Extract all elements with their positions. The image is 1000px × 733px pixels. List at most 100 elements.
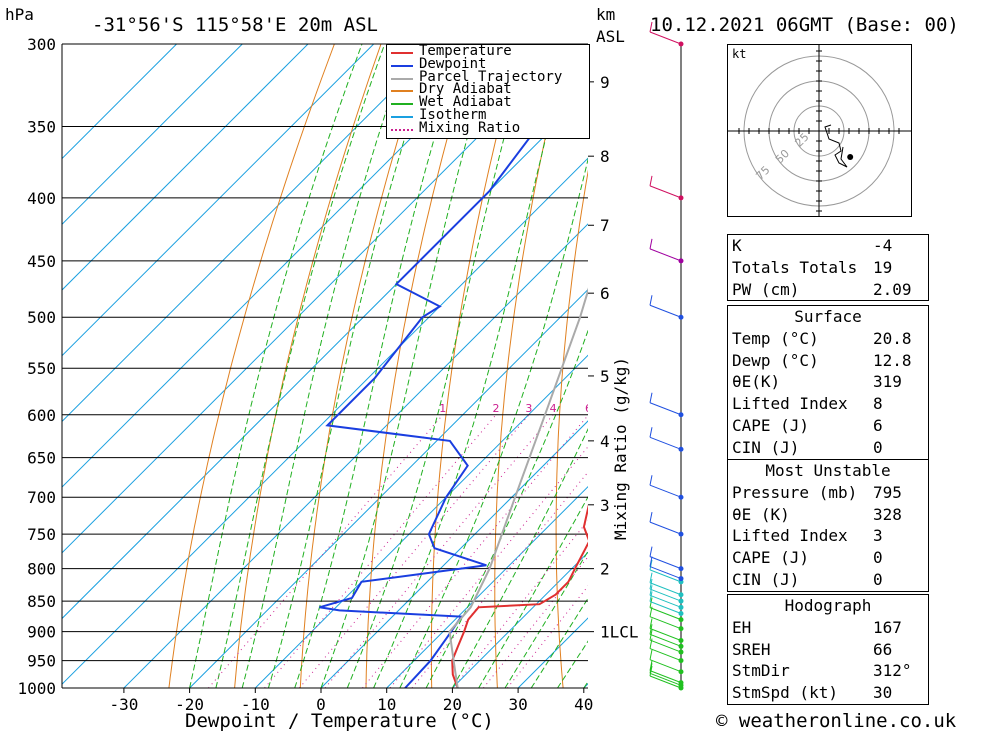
hodograph-ring-label: 50 xyxy=(773,147,792,166)
x-tick-label: -10 xyxy=(241,695,270,714)
most-unstable-title: Most Unstable xyxy=(765,461,891,480)
index-value: 2.09 xyxy=(873,279,912,299)
axes: -30 -20 -10 0 10 20 30 40 9 8 7 6 5 4 3 2 1LCL xyxy=(61,44,639,714)
surface-value: 12.8 xyxy=(873,350,912,370)
legend-item: Dry Adiabat xyxy=(391,81,587,97)
isotherm-line xyxy=(62,44,506,488)
isotherm-line xyxy=(123,223,588,688)
wind-barb-flag xyxy=(649,175,653,186)
wet-adiabat xyxy=(504,550,588,688)
km-tick-label: 3 xyxy=(600,496,610,515)
wind-barb xyxy=(649,569,682,583)
x-axis-label: Dewpoint / Temperature (°C) xyxy=(185,710,494,732)
legend-swatch xyxy=(391,116,413,118)
legend-label: Temperature xyxy=(419,43,512,59)
isotherm-line xyxy=(62,44,177,160)
surface-value: 319 xyxy=(873,372,902,392)
km-tick-label: 1LCL xyxy=(600,623,639,642)
mu-row: Pressure (mb) 795 xyxy=(728,482,928,504)
legend-swatch xyxy=(391,52,413,54)
indices-table: K -4 Totals Totals 19 PW (cm) 2.09 xyxy=(727,234,929,302)
mu-row: Lifted Index 3 xyxy=(728,525,928,547)
wet-adiabat xyxy=(399,157,588,688)
legend-item: Parcel Trajectory xyxy=(391,68,587,85)
wind-barb xyxy=(649,633,682,647)
wind-barb xyxy=(649,601,682,614)
wind-barb xyxy=(649,304,682,318)
surface-key: θE(K) xyxy=(732,372,781,392)
mixing-ratio-value: 10 xyxy=(628,402,642,415)
wind-barb-flag xyxy=(649,578,653,590)
wind-barb xyxy=(649,185,682,199)
wind-barb xyxy=(649,672,682,686)
wind-barb-flag xyxy=(649,572,653,583)
mixing-ratio-line xyxy=(483,556,588,688)
legend-item: Isotherm xyxy=(391,107,587,123)
x-tick-label: 0 xyxy=(316,695,326,714)
surface-row: Dewp (°C) 12.8 xyxy=(728,350,928,372)
legend-swatch xyxy=(391,103,413,106)
wind-barb-flag xyxy=(649,21,653,33)
wind-barb xyxy=(649,31,682,45)
surface-value: 8 xyxy=(873,394,883,414)
hodo-value: 66 xyxy=(873,639,893,659)
mu-row: θE (K) 328 xyxy=(728,504,928,526)
wet-adiabat xyxy=(294,44,464,688)
mixing-ratio-axis-label: Mixing Ratio (g/kg) xyxy=(611,356,630,540)
pressure-label: 450 xyxy=(27,252,56,271)
mu-value: 795 xyxy=(873,482,902,502)
hodograph-trace xyxy=(824,124,848,168)
index-row: Totals Totals 19 xyxy=(728,257,928,279)
pressure-unit: hPa xyxy=(5,5,34,24)
dry-adiabat xyxy=(673,44,707,688)
x-tick-label: -20 xyxy=(175,695,204,714)
x-tick-label: -30 xyxy=(109,695,138,714)
hodo-key: StmDir xyxy=(732,661,790,681)
wind-barb xyxy=(649,670,682,684)
datetime-title: 10.12.2021 06GMT (Base: 00) xyxy=(650,14,959,36)
isotherm-line xyxy=(62,44,309,291)
mu-key: CAPE (J) xyxy=(732,548,810,568)
wind-barb xyxy=(649,659,682,673)
isotherm-line xyxy=(62,44,572,554)
hodo-value: 30 xyxy=(873,683,893,703)
profile-curves xyxy=(319,46,588,688)
legend-label: Parcel Trajectory xyxy=(419,68,563,85)
wind-barb xyxy=(649,248,682,262)
pressure-label: 900 xyxy=(27,623,56,642)
pressure-label: 600 xyxy=(27,406,56,425)
wind-barb-flag xyxy=(649,597,653,608)
mu-key: θE (K) xyxy=(732,504,790,524)
pressure-label: 750 xyxy=(27,525,56,544)
km-tick-label: 9 xyxy=(600,73,610,92)
legend-label: Wet Adiabat xyxy=(419,94,512,111)
pressure-label: 1000 xyxy=(17,679,56,698)
km-tick-label: 4 xyxy=(600,432,610,451)
legend-item: Mixing Ratio xyxy=(391,120,587,136)
surface-key: Lifted Index xyxy=(732,394,848,414)
hodo-row: SREH 66 xyxy=(728,639,928,661)
wind-barb xyxy=(649,556,682,570)
wind-barb-flag xyxy=(649,546,653,557)
index-value: 19 xyxy=(873,257,893,277)
x-tick-label: 30 xyxy=(508,695,527,714)
legend-label: Isotherm xyxy=(419,107,487,123)
wind-barb-flag xyxy=(649,585,653,596)
hodograph-box: kt 25 50 75 xyxy=(727,44,912,217)
surface-key: CIN (J) xyxy=(732,437,800,457)
surface-row: Temp (°C) 20.8 xyxy=(728,328,928,350)
wind-barb xyxy=(649,616,682,630)
surface-key: Temp (°C) xyxy=(732,328,819,348)
height-unit-km: km xyxy=(596,5,616,24)
isotherm-line xyxy=(386,485,588,688)
wind-barb-flag xyxy=(649,295,653,306)
wind-barb xyxy=(649,436,682,450)
index-value: -4 xyxy=(873,236,893,255)
legend-label: Dewpoint xyxy=(419,55,487,72)
surface-value: 20.8 xyxy=(873,328,912,348)
wind-barb xyxy=(649,566,682,580)
wind-barb-flag xyxy=(649,649,653,660)
surface-row: Lifted Index 8 xyxy=(728,393,928,415)
wet-adiabat xyxy=(478,495,588,688)
